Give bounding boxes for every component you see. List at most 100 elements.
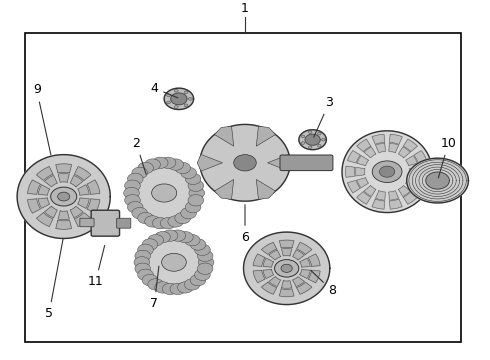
Polygon shape bbox=[357, 192, 371, 204]
Circle shape bbox=[281, 264, 292, 273]
Circle shape bbox=[167, 94, 171, 96]
FancyBboxPatch shape bbox=[280, 155, 333, 171]
Circle shape bbox=[318, 132, 321, 135]
Polygon shape bbox=[45, 175, 57, 187]
Polygon shape bbox=[342, 131, 432, 212]
Circle shape bbox=[151, 184, 177, 202]
Polygon shape bbox=[356, 167, 365, 176]
Polygon shape bbox=[262, 282, 277, 294]
Polygon shape bbox=[70, 206, 83, 218]
Circle shape bbox=[162, 253, 186, 271]
Polygon shape bbox=[58, 174, 69, 182]
Polygon shape bbox=[308, 270, 320, 283]
Circle shape bbox=[190, 239, 206, 250]
Polygon shape bbox=[269, 250, 281, 260]
Circle shape bbox=[197, 250, 213, 262]
Polygon shape bbox=[372, 199, 385, 209]
Text: 6: 6 bbox=[241, 205, 249, 244]
Polygon shape bbox=[426, 172, 449, 189]
Polygon shape bbox=[45, 206, 57, 218]
Polygon shape bbox=[372, 134, 385, 144]
Polygon shape bbox=[403, 192, 417, 204]
Circle shape bbox=[181, 207, 196, 219]
Circle shape bbox=[127, 173, 143, 185]
Polygon shape bbox=[414, 180, 427, 193]
Polygon shape bbox=[299, 130, 326, 150]
Circle shape bbox=[155, 282, 171, 293]
Circle shape bbox=[170, 283, 186, 294]
Polygon shape bbox=[78, 198, 89, 208]
Polygon shape bbox=[357, 178, 368, 188]
Polygon shape bbox=[398, 147, 410, 158]
Polygon shape bbox=[17, 155, 110, 238]
Circle shape bbox=[168, 159, 184, 170]
Polygon shape bbox=[268, 154, 293, 171]
Circle shape bbox=[318, 144, 321, 147]
Polygon shape bbox=[244, 232, 330, 305]
Text: 8: 8 bbox=[311, 270, 336, 297]
Polygon shape bbox=[281, 281, 292, 288]
Polygon shape bbox=[38, 185, 49, 195]
Polygon shape bbox=[56, 164, 72, 173]
Circle shape bbox=[155, 231, 171, 243]
Circle shape bbox=[309, 146, 312, 149]
FancyBboxPatch shape bbox=[80, 218, 94, 227]
Text: 5: 5 bbox=[45, 238, 63, 320]
Circle shape bbox=[188, 98, 192, 100]
Polygon shape bbox=[58, 211, 69, 220]
Circle shape bbox=[195, 269, 210, 280]
Polygon shape bbox=[305, 134, 320, 145]
Polygon shape bbox=[269, 277, 281, 287]
Circle shape bbox=[198, 257, 214, 268]
Circle shape bbox=[135, 263, 150, 274]
Circle shape bbox=[379, 166, 395, 177]
Text: 11: 11 bbox=[88, 246, 105, 288]
Text: 9: 9 bbox=[33, 84, 51, 155]
Polygon shape bbox=[164, 88, 194, 109]
Polygon shape bbox=[27, 180, 41, 194]
Polygon shape bbox=[406, 156, 417, 166]
Polygon shape bbox=[357, 156, 368, 166]
Circle shape bbox=[188, 180, 204, 192]
Circle shape bbox=[174, 89, 178, 92]
Polygon shape bbox=[36, 167, 53, 180]
Circle shape bbox=[168, 216, 184, 227]
Circle shape bbox=[185, 173, 201, 185]
Circle shape bbox=[301, 142, 305, 144]
Circle shape bbox=[181, 167, 196, 179]
Circle shape bbox=[274, 260, 299, 277]
Polygon shape bbox=[390, 134, 402, 144]
Circle shape bbox=[148, 279, 164, 290]
Circle shape bbox=[175, 162, 191, 174]
Circle shape bbox=[167, 101, 171, 104]
Circle shape bbox=[197, 263, 213, 274]
Polygon shape bbox=[281, 248, 292, 256]
Polygon shape bbox=[215, 179, 234, 199]
Polygon shape bbox=[74, 213, 91, 226]
Circle shape bbox=[124, 180, 140, 192]
Polygon shape bbox=[263, 270, 273, 279]
Polygon shape bbox=[409, 167, 418, 176]
Polygon shape bbox=[87, 180, 100, 194]
Circle shape bbox=[184, 234, 200, 246]
Circle shape bbox=[184, 104, 188, 107]
Polygon shape bbox=[200, 125, 290, 201]
Circle shape bbox=[195, 244, 210, 256]
Circle shape bbox=[162, 283, 178, 294]
Circle shape bbox=[160, 157, 176, 168]
Circle shape bbox=[185, 202, 201, 213]
Circle shape bbox=[177, 231, 193, 243]
Circle shape bbox=[138, 212, 153, 224]
Circle shape bbox=[174, 105, 178, 108]
Polygon shape bbox=[256, 126, 275, 146]
Polygon shape bbox=[300, 270, 310, 279]
Polygon shape bbox=[398, 185, 410, 197]
Polygon shape bbox=[414, 150, 427, 163]
Polygon shape bbox=[389, 191, 399, 200]
Circle shape bbox=[134, 257, 149, 268]
Text: 3: 3 bbox=[314, 96, 333, 137]
Polygon shape bbox=[347, 180, 360, 193]
Polygon shape bbox=[279, 240, 294, 248]
Polygon shape bbox=[345, 166, 355, 177]
Circle shape bbox=[123, 187, 139, 199]
